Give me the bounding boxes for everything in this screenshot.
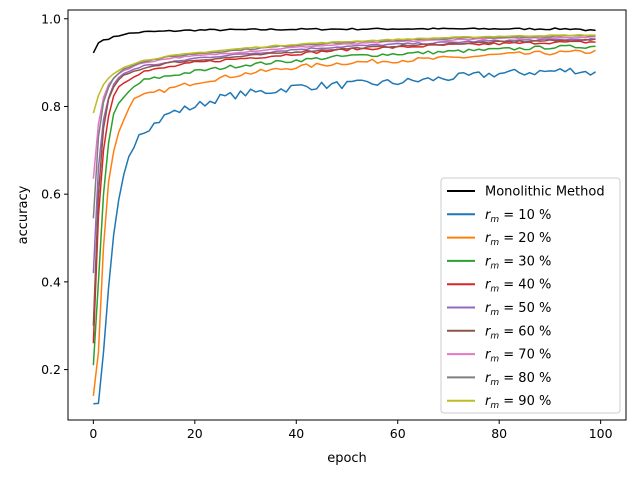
x-axis-ticks: 0 20 40 60 80 100 — [89, 420, 613, 441]
series-line-9 — [92, 34, 596, 114]
series-line-1 — [93, 67, 596, 405]
series-line-4 — [92, 40, 596, 344]
y-axis-ticks: 0.2 0.4 0.6 0.8 1.0 — [41, 11, 68, 377]
y-axis-label: accuracy — [16, 185, 31, 244]
series-line-0 — [92, 27, 596, 54]
y-tick-label: 0.6 — [41, 187, 61, 202]
legend-label: rm = 70 % — [485, 348, 551, 365]
y-tick-label: 0.8 — [41, 99, 61, 114]
x-tick-label: 80 — [491, 426, 507, 441]
series-line-7 — [92, 36, 596, 179]
legend-label: rm = 10 % — [485, 208, 551, 225]
x-axis-label: epoch — [327, 451, 367, 466]
legend-label: rm = 30 % — [485, 254, 551, 271]
x-tick-label: 0 — [89, 426, 97, 441]
legend-box — [440, 177, 621, 414]
series-line-2 — [92, 49, 596, 396]
x-tick-label: 60 — [390, 426, 406, 441]
y-tick-label: 1.0 — [41, 11, 61, 26]
legend-label: rm = 50 % — [485, 301, 551, 318]
x-tick-label: 20 — [187, 426, 203, 441]
legend-label: rm = 40 % — [485, 278, 551, 295]
series-line-5 — [92, 38, 596, 274]
plot-frame — [67, 9, 627, 421]
series-lines — [92, 27, 596, 405]
legend-label: rm = 20 % — [485, 231, 551, 248]
legend-label: rm = 60 % — [485, 324, 551, 341]
x-tick-label: 40 — [288, 426, 304, 441]
x-tick-label: 100 — [589, 426, 613, 441]
series-line-3 — [92, 44, 596, 366]
legend: Monolithic Method rm = 10 % rm = 20 % rm = … — [440, 177, 621, 414]
legend-label: rm = 80 % — [485, 371, 551, 388]
legend-label: Monolithic Method — [485, 185, 605, 200]
series-line-6 — [92, 38, 596, 326]
y-tick-label: 0.2 — [41, 362, 61, 377]
legend-label: rm = 90 % — [485, 394, 551, 411]
y-tick-label: 0.4 — [41, 274, 61, 289]
